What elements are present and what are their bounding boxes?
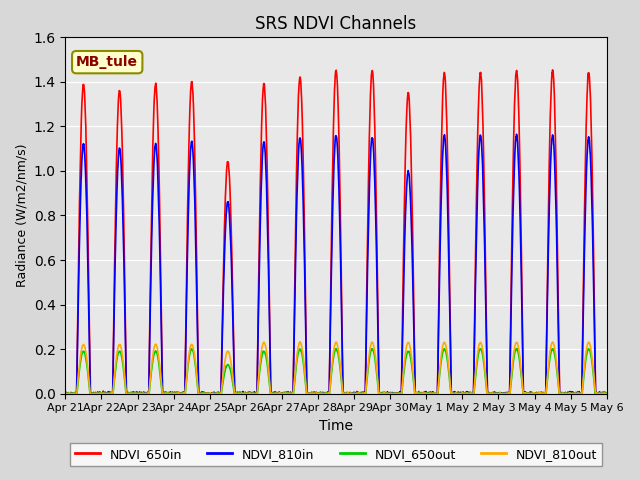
NDVI_810in [603,391,611,396]
NDVI_650out [124,391,131,396]
NDVI_650out [292,361,300,367]
Line: NDVI_650out: NDVI_650out [65,348,607,394]
NDVI_810in [513,132,520,137]
NDVI_810out [124,391,131,396]
NDVI_810out [292,355,300,360]
NDVI_810in [292,213,300,218]
NDVI_810in [534,390,542,396]
NDVI_810in [156,223,163,228]
NDVI_810out [296,339,304,345]
NDVI_810in [269,391,277,396]
Line: NDVI_810out: NDVI_810out [65,342,607,394]
NDVI_810in [124,391,131,396]
NDVI_650in [124,391,131,396]
NDVI_810out [593,391,600,396]
NDVI_650in [603,391,611,396]
NDVI_810out [603,391,611,396]
NDVI_650out [513,346,520,351]
NDVI_810out [156,360,163,366]
NDVI_650in [534,390,542,396]
NDVI_650out [534,391,542,396]
NDVI_810in [61,391,69,396]
NDVI_650out [61,391,69,396]
Y-axis label: Radiance (W/m2/nm/s): Radiance (W/m2/nm/s) [15,144,28,287]
NDVI_650out [603,391,611,396]
Text: MB_tule: MB_tule [76,55,138,69]
Line: NDVI_810in: NDVI_810in [65,134,607,394]
Title: SRS NDVI Channels: SRS NDVI Channels [255,15,417,33]
NDVI_650out [269,391,277,396]
Legend: NDVI_650in, NDVI_810in, NDVI_650out, NDVI_810out: NDVI_650in, NDVI_810in, NDVI_650out, NDV… [70,443,602,466]
NDVI_810in [593,390,600,396]
NDVI_650out [156,364,163,370]
NDVI_810out [534,391,542,396]
NDVI_650in [593,390,600,396]
NDVI_810out [269,391,277,396]
NDVI_810out [62,391,70,396]
NDVI_650in [548,67,556,73]
NDVI_650in [156,192,163,198]
NDVI_650in [61,391,69,396]
NDVI_650in [269,391,277,396]
NDVI_650out [593,390,600,396]
NDVI_650in [61,390,69,396]
Line: NDVI_650in: NDVI_650in [65,70,607,394]
X-axis label: Time: Time [319,419,353,433]
NDVI_810out [61,391,69,396]
NDVI_650in [292,163,300,169]
